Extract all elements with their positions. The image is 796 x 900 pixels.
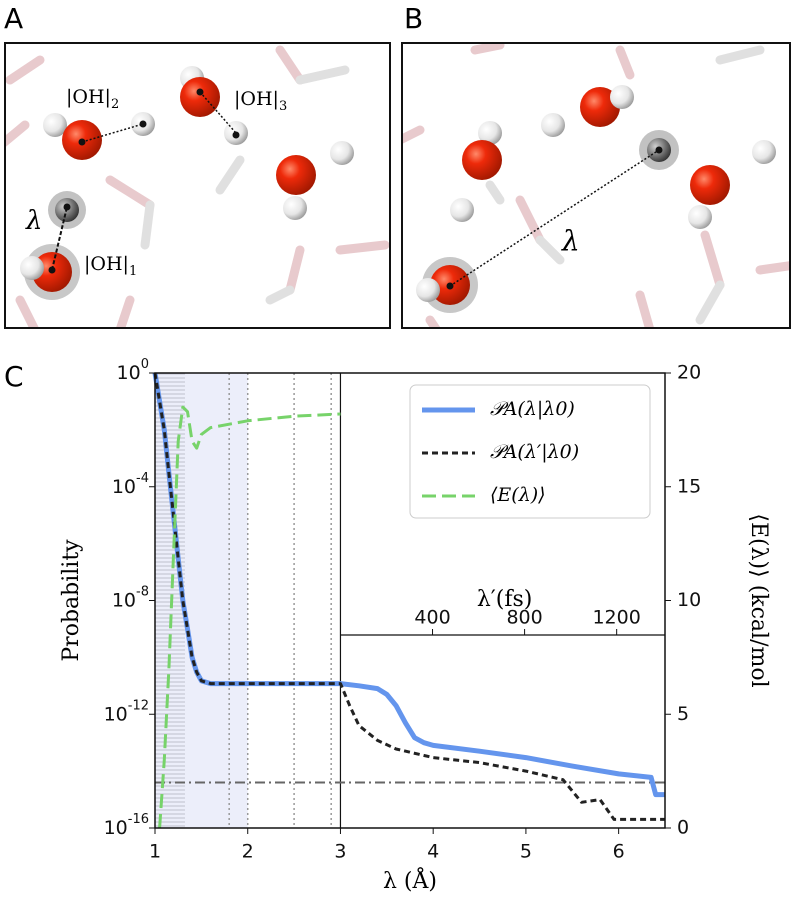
y2-tick-label: 20 xyxy=(677,362,701,384)
annotation: |OH|3 xyxy=(234,88,287,114)
legend-frame xyxy=(409,384,651,519)
annotation-text: |OH| xyxy=(66,86,111,108)
y-axis-label: Probability xyxy=(59,539,84,662)
x-tick-label: 3 xyxy=(334,841,346,863)
panel-frame xyxy=(401,42,791,329)
annotation: |OH|1 xyxy=(84,253,137,279)
y-tick-label: 10-16 xyxy=(104,812,149,839)
molecule-render xyxy=(402,43,790,328)
y2-tick-label: 10 xyxy=(677,589,701,611)
series-line xyxy=(152,372,665,798)
legend-label: 𝒫A(λ|λ0) xyxy=(490,398,575,420)
x2-tick-label: 1200 xyxy=(592,607,640,629)
panel-label: C xyxy=(4,360,24,393)
y2-tick-label: 5 xyxy=(677,703,689,725)
annotation-text: |OH| xyxy=(84,253,129,275)
y-tick-label: 100 xyxy=(117,357,149,384)
x-tick-label: 4 xyxy=(427,841,439,863)
molecule-render xyxy=(5,45,390,328)
y2-tick-label: 0 xyxy=(677,817,689,839)
annotation-text: |OH| xyxy=(234,88,279,110)
annotation-sub: 3 xyxy=(279,99,287,114)
y2-axis-label: ⟨E(λ)⟩ (kcal/mol xyxy=(746,513,771,687)
annotation-sub: 1 xyxy=(129,264,137,279)
x-tick-label: 5 xyxy=(520,841,532,863)
x2-tick-label: 400 xyxy=(414,607,450,629)
y-tick-label: 10-8 xyxy=(112,584,149,611)
x-tick-label: 2 xyxy=(242,841,254,863)
x-tick-label: 1 xyxy=(149,841,161,863)
panel-label: B xyxy=(404,2,423,35)
panel-label: A xyxy=(4,2,23,35)
series-line xyxy=(153,372,665,821)
y-tick-label: 10-4 xyxy=(112,470,149,497)
annotation-sub: 2 xyxy=(111,97,119,112)
shaded-region xyxy=(155,373,248,828)
annotation: λ xyxy=(25,206,42,236)
legend-label: 𝒫A(λ′|λ0) xyxy=(490,441,579,463)
x-axis-label: λ (Å) xyxy=(383,866,437,894)
panel-frame xyxy=(4,42,391,329)
annotation: λ xyxy=(561,225,580,258)
x2-axis-label: λ′(fs) xyxy=(477,587,533,612)
annotation: |OH|2 xyxy=(66,86,119,112)
series-line xyxy=(158,405,341,829)
y2-tick-label: 15 xyxy=(677,475,701,497)
legend: 𝒫A(λ|λ0) 𝒫A(λ′|λ0) ⟨E(λ)⟩ xyxy=(409,384,651,519)
legend-label: ⟨E(λ)⟩ xyxy=(490,484,546,506)
plot: 1 2 3 4 5 6 400 800 1200 100 10-4 10-8 10-12 10-16 0 5 1… xyxy=(59,357,771,895)
y-tick-label: 10-12 xyxy=(104,698,149,725)
x-tick-label: 6 xyxy=(613,841,625,863)
hatching xyxy=(155,373,185,828)
x2-tick-label: 800 xyxy=(506,607,542,629)
